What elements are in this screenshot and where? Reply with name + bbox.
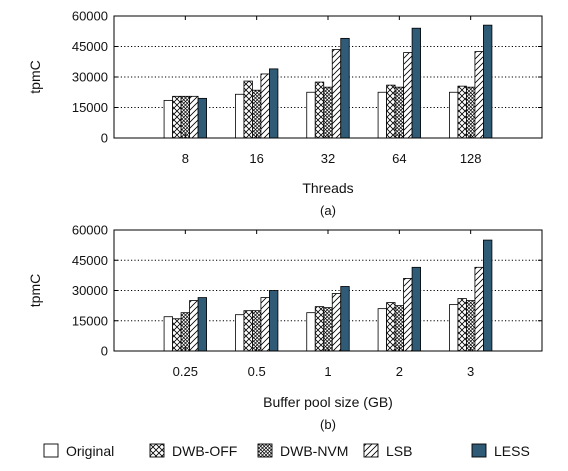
- bar-less-8: [197, 97, 207, 139]
- bar-lsb-3: [474, 266, 484, 352]
- y-tick-label: 15000: [72, 313, 108, 328]
- legend-swatch-dwb-off: [149, 443, 165, 458]
- bar-dwb-nvm-8: [180, 95, 190, 139]
- chart-threads: 0 15000 30000 45000 60000 8 16 32 64 128 tpmC Threa…: [27, 9, 543, 218]
- legend-swatch-lsb: [363, 443, 379, 458]
- bar-less-0_25: [197, 297, 207, 352]
- bar-dwb-off-16: [243, 80, 253, 139]
- bar-original-0_5: [235, 314, 245, 352]
- bar-less-3: [483, 239, 493, 352]
- x-tick-label: 16: [249, 151, 263, 166]
- x-axis-label: Buffer pool size (GB): [263, 394, 393, 410]
- bar-dwb-off-0_5: [243, 310, 253, 352]
- y-tick-label: 30000: [72, 283, 108, 298]
- bar-lsb-16: [260, 73, 270, 139]
- bar-dwb-nvm-128: [466, 86, 476, 139]
- bar-less-0_5: [269, 290, 279, 352]
- x-tick-label: 1: [324, 364, 331, 379]
- bar-lsb-2: [403, 277, 413, 352]
- x-tick-label: 2: [396, 364, 403, 379]
- bar-dwb-off-128: [457, 85, 467, 139]
- y-axis-label: tpmC: [27, 60, 43, 93]
- x-tick-label: 3: [467, 364, 474, 379]
- legend-label: LSB: [386, 443, 412, 459]
- bar-dwb-off-8: [172, 95, 182, 139]
- bar-less-128: [483, 24, 493, 139]
- bar-lsb-0_25: [189, 300, 199, 352]
- legend-swatch-original: [43, 443, 59, 458]
- bar-lsb-8: [189, 95, 199, 139]
- legend-label: LESS: [494, 443, 530, 459]
- bar-original-64: [377, 91, 387, 139]
- bar-dwb-nvm-32: [323, 86, 333, 139]
- plot-frame: [113, 15, 543, 139]
- bar-original-2: [377, 308, 387, 352]
- legend-swatch-dwb-nvm: [257, 443, 273, 458]
- panel-caption: (b): [320, 417, 336, 432]
- bar-lsb-64: [403, 52, 413, 139]
- legend-label: DWB-OFF: [172, 443, 237, 459]
- x-tick-label: 8: [182, 151, 189, 166]
- x-tick-label: 0.25: [173, 364, 198, 379]
- bar-original-1: [306, 312, 316, 352]
- bar-dwb-off-32: [314, 81, 325, 139]
- bar-dwb-off-0_25: [172, 318, 182, 352]
- x-tick-label: 128: [460, 151, 482, 166]
- bar-lsb-1: [331, 293, 342, 352]
- bar-dwb-off-3: [457, 298, 467, 352]
- y-tick-label: 60000: [72, 223, 108, 238]
- bar-original-16: [235, 93, 245, 139]
- bar-lsb-0_5: [260, 297, 270, 352]
- bar-lsb-32: [331, 49, 342, 139]
- bar-original-128: [449, 91, 459, 139]
- bar-less-64: [411, 27, 421, 139]
- bar-dwb-off-64: [386, 84, 396, 139]
- y-tick-label: 60000: [72, 9, 108, 24]
- y-tick-label: 15000: [72, 100, 108, 115]
- bar-dwb-nvm-0_25: [180, 312, 190, 352]
- bar-original-8: [163, 99, 173, 139]
- y-tick-label: 0: [101, 131, 108, 146]
- x-tick-label: 0.5: [248, 364, 266, 379]
- bar-dwb-nvm-1: [323, 307, 333, 352]
- bar-dwb-nvm-2: [394, 305, 404, 352]
- bar-dwb-nvm-3: [466, 300, 476, 352]
- bar-less-16: [269, 68, 279, 139]
- bar-original-32: [306, 91, 316, 139]
- bar-dwb-nvm-0_5: [252, 310, 262, 352]
- legend-swatch-less: [471, 443, 487, 458]
- legend-label: Original: [66, 443, 114, 459]
- bar-dwb-nvm-64: [394, 86, 404, 139]
- x-tick-label: 32: [321, 151, 335, 166]
- bar-original-3: [449, 304, 459, 352]
- y-tick-label: 45000: [72, 253, 108, 268]
- x-tick-label: 64: [392, 151, 406, 166]
- bar-lsb-128: [474, 51, 484, 139]
- bar-less-32: [340, 37, 350, 139]
- plot-frame: [113, 229, 543, 352]
- y-tick-label: 45000: [72, 39, 108, 54]
- x-axis-label: Threads: [302, 180, 353, 196]
- bar-less-1: [340, 286, 350, 352]
- legend-label: DWB-NVM: [280, 443, 348, 459]
- bar-dwb-nvm-16: [252, 89, 262, 139]
- chart-buffer-pool: 0 15000 30000 45000 60000 0.25 0.5 1 2 3 tpmC Buffe…: [27, 223, 543, 432]
- bar-dwb-off-1: [314, 306, 325, 352]
- legend: Original DWB-OFF DWB-NVM LSB LESS: [43, 443, 530, 459]
- panel-caption: (a): [320, 203, 336, 218]
- bar-original-0_25: [163, 316, 173, 352]
- bar-dwb-off-2: [386, 302, 396, 352]
- y-tick-label: 30000: [72, 70, 108, 85]
- y-tick-label: 0: [101, 344, 108, 359]
- bar-less-2: [411, 266, 421, 352]
- y-axis-label: tpmC: [27, 274, 43, 307]
